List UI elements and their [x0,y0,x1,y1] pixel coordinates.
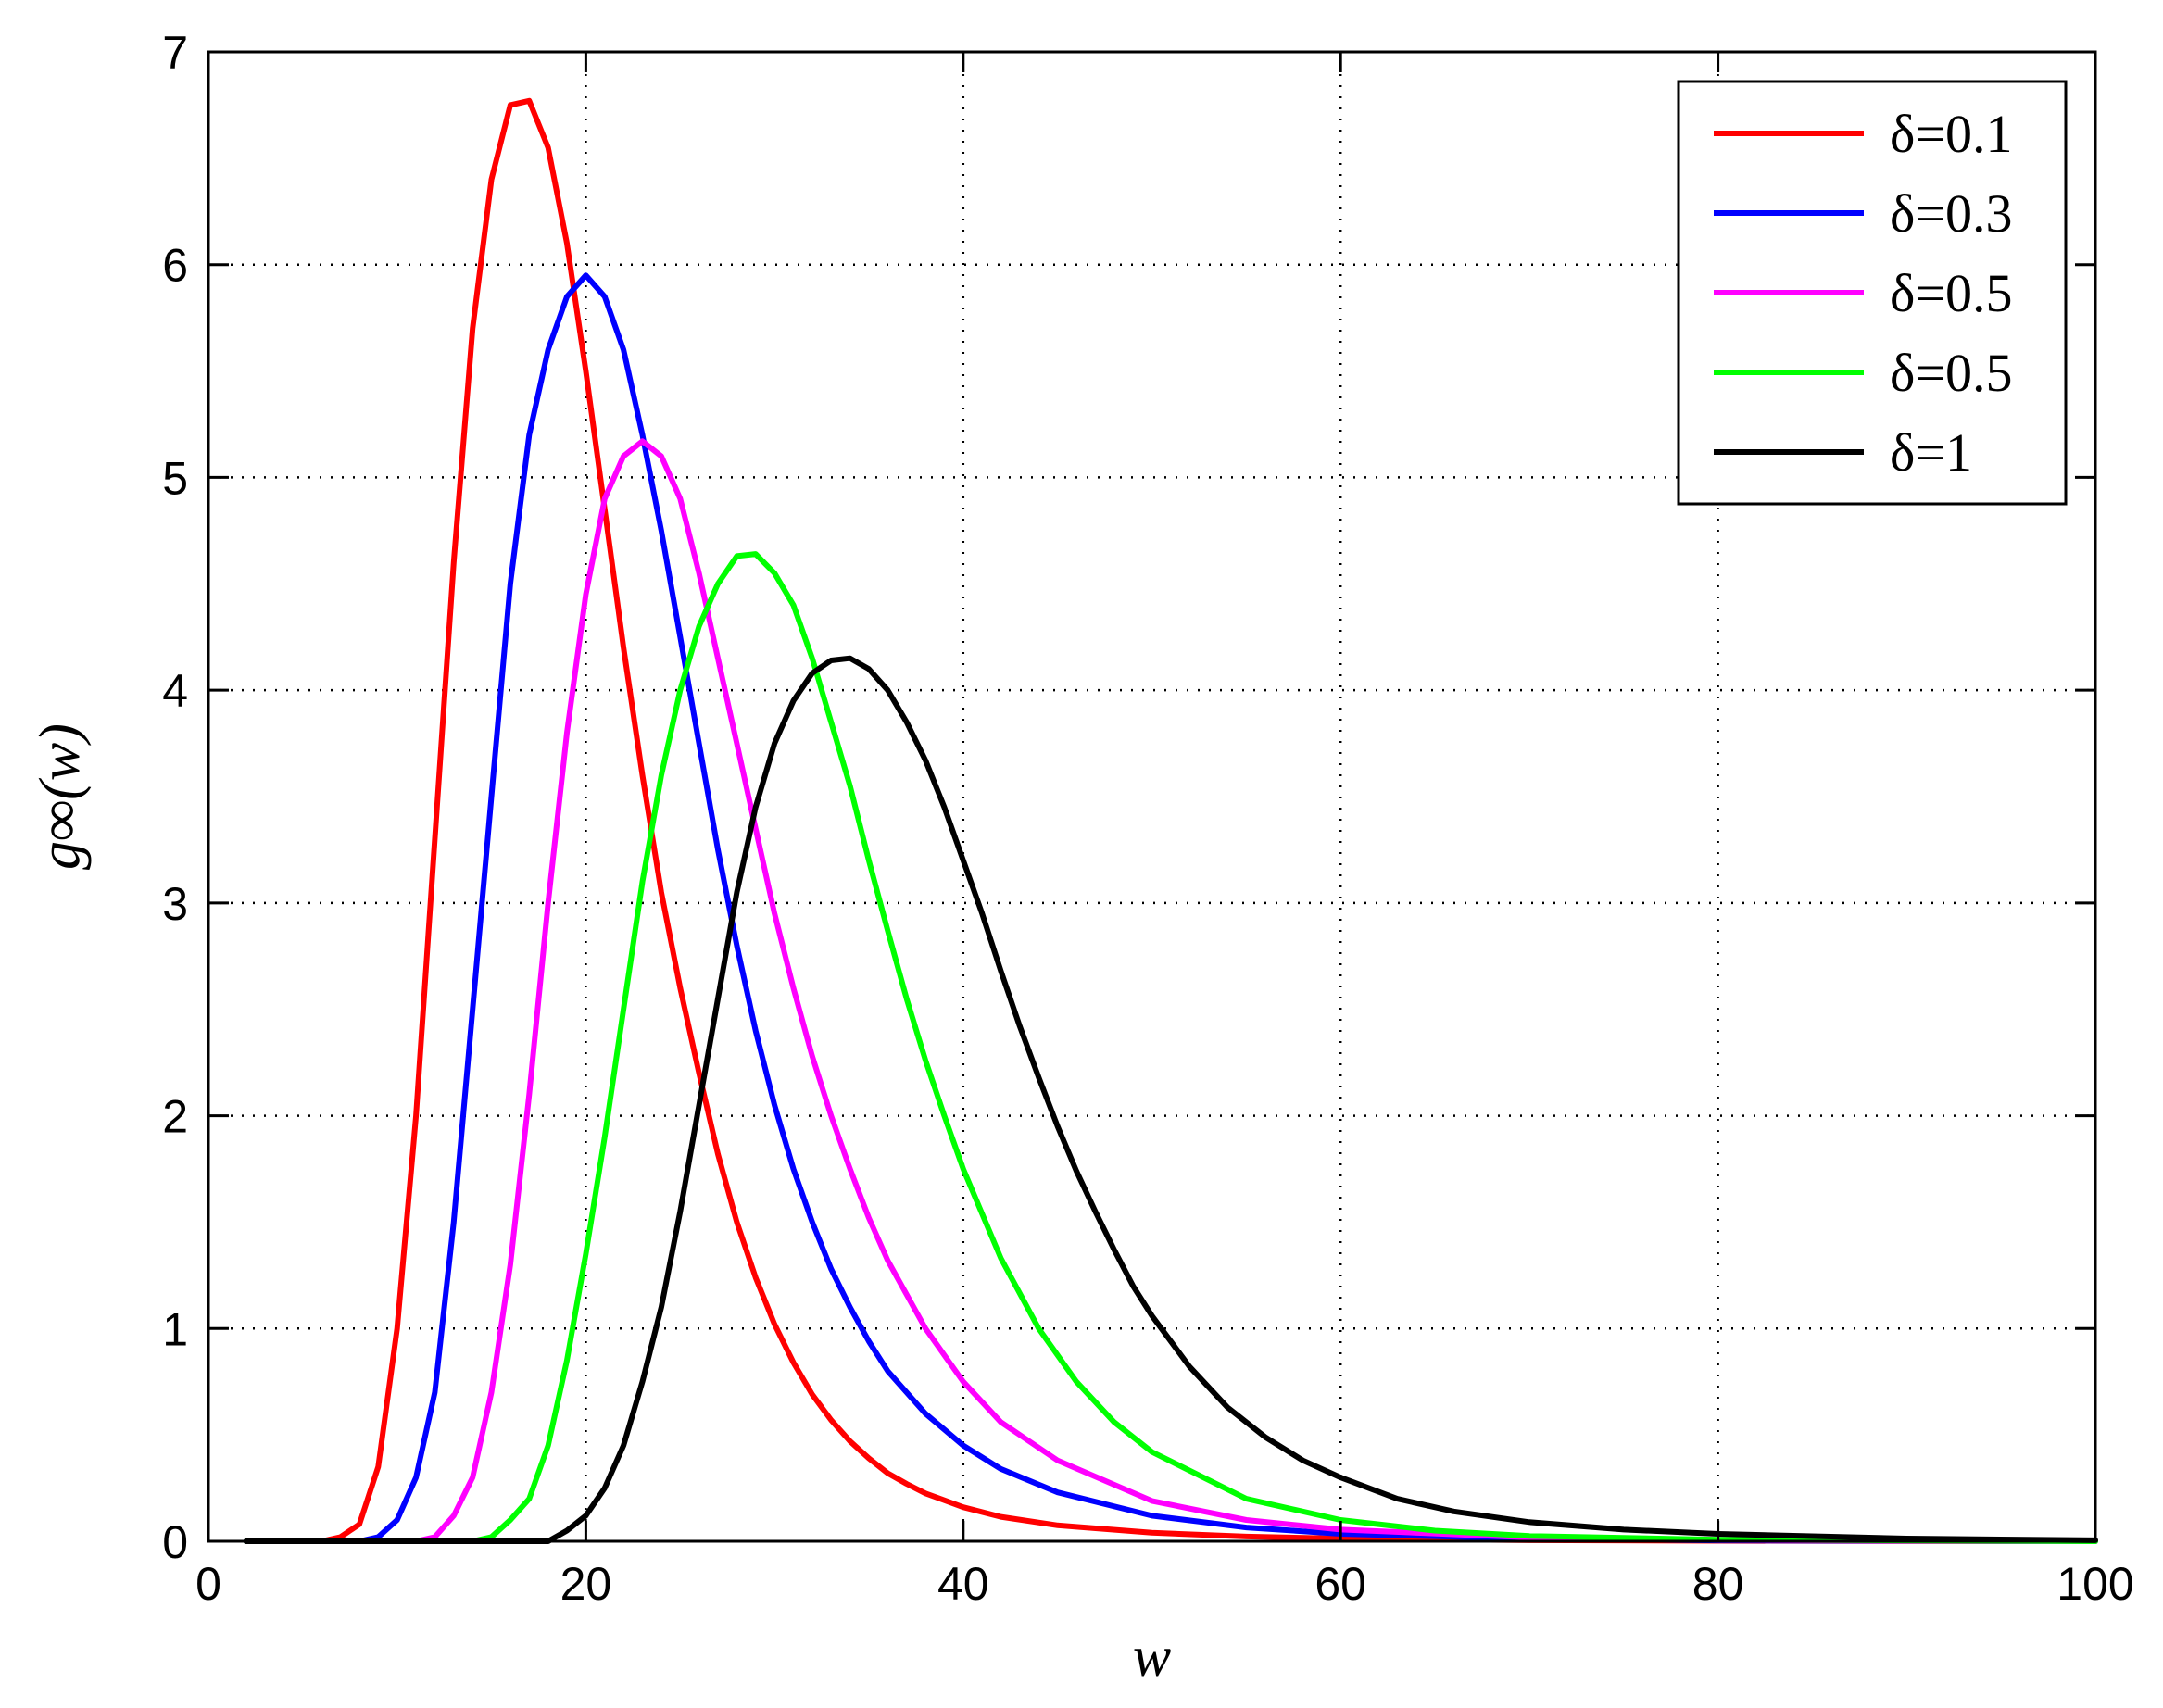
y-tick-label: 3 [162,878,188,930]
y-tick-label: 0 [162,1516,188,1568]
y-tick-label: 2 [162,1091,188,1143]
y-tick-label: 1 [162,1303,188,1355]
legend: δ=0.1 δ=0.3 δ=0.5 δ=0.5 δ=1 [1677,80,2068,506]
series-line-4 [243,551,2098,1544]
series-line-5 [243,655,2098,1544]
grid-lines [208,52,2095,1541]
legend-label: δ=0.5 [1890,343,2013,403]
series-line-3 [243,438,2098,1544]
x-axis-label: w [1133,1626,1171,1689]
legend-label: δ=0.5 [1890,263,2013,323]
y-tick-label: 5 [162,452,188,504]
legend-label: δ=0.1 [1890,104,2013,164]
plot-frame [207,50,2097,1543]
x-tick-label: 60 [1314,1558,1366,1610]
y-tick-label: 4 [162,665,188,717]
series-line-2 [243,272,2098,1544]
axis-ticks [207,50,2097,1543]
legend-label: δ=0.3 [1890,183,2013,244]
series-lines [243,97,2098,1544]
y-tick-label: 6 [162,240,188,292]
x-tick-label: 100 [2056,1558,2133,1610]
x-tick-label: 80 [1692,1558,1744,1610]
y-axis-label: g∞(w) [29,723,92,870]
series-line-1 [243,97,2098,1544]
y-tick-label: 7 [162,27,188,79]
legend-label: δ=1 [1890,422,1972,483]
x-tick-label: 40 [937,1558,989,1610]
x-tick-label: 0 [195,1558,221,1610]
tick-labels: 0 20 40 60 80 100 0 1 2 3 4 5 6 7 [162,27,2134,1610]
x-tick-label: 20 [560,1558,612,1610]
